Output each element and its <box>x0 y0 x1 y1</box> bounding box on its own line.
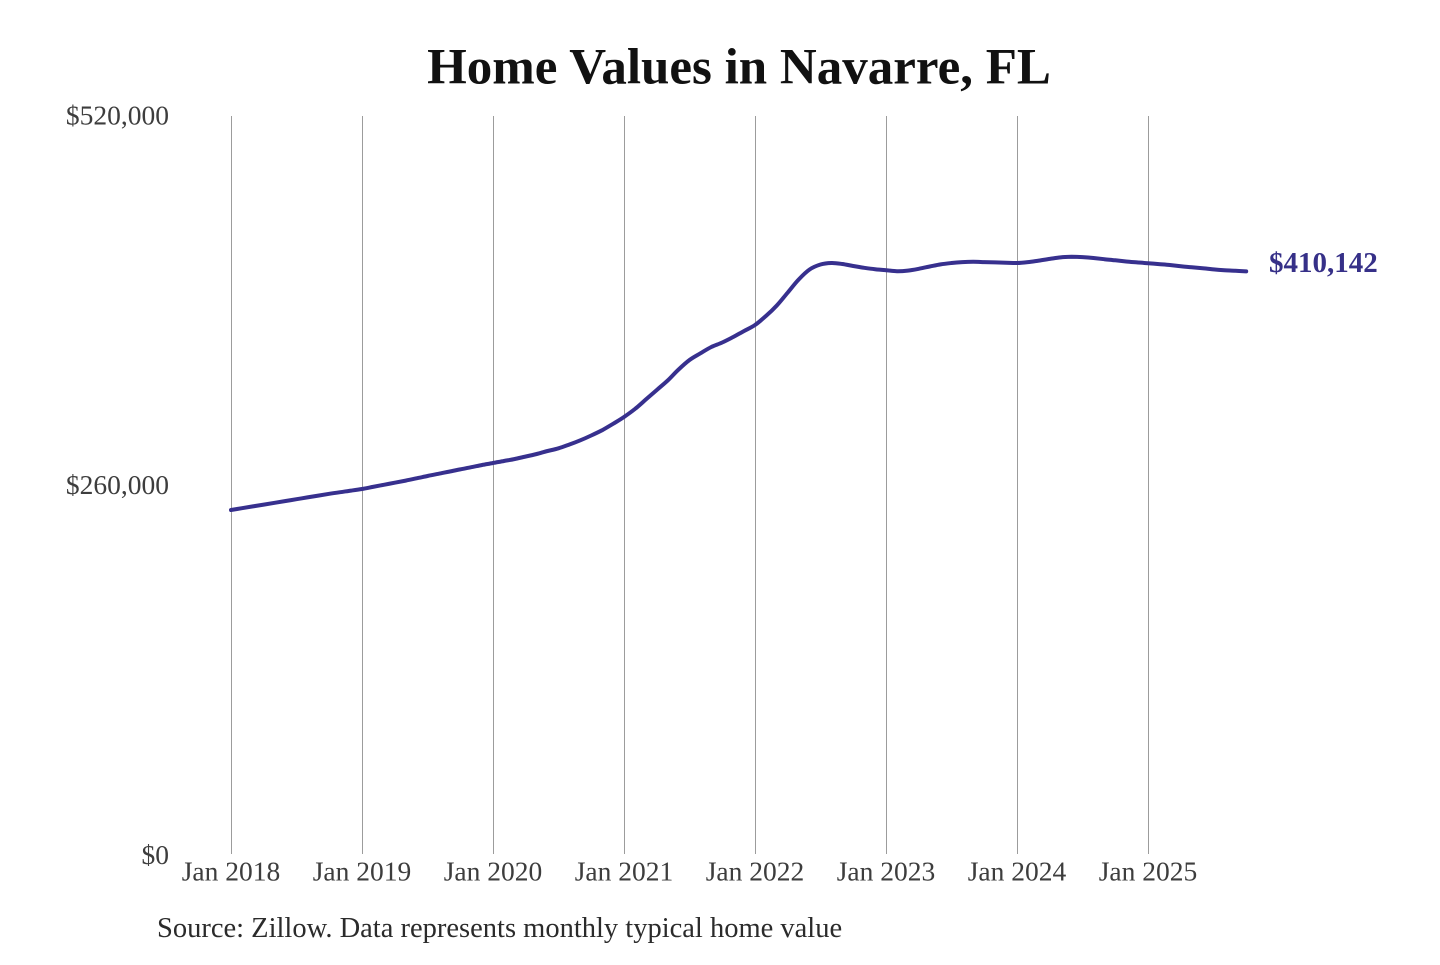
svg-text:Jan 2018: Jan 2018 <box>182 856 281 887</box>
svg-text:$0: $0 <box>142 839 170 870</box>
svg-text:Source: Zillow. Data represent: Source: Zillow. Data represents monthly … <box>157 913 842 944</box>
svg-text:Jan 2024: Jan 2024 <box>968 856 1067 887</box>
svg-text:Jan 2022: Jan 2022 <box>706 856 805 887</box>
svg-text:Jan 2023: Jan 2023 <box>837 856 936 887</box>
svg-text:Jan 2019: Jan 2019 <box>313 856 412 887</box>
svg-text:Jan 2021: Jan 2021 <box>575 856 674 887</box>
svg-text:$520,000: $520,000 <box>66 100 169 131</box>
svg-text:$410,142: $410,142 <box>1269 247 1378 279</box>
svg-text:Jan 2025: Jan 2025 <box>1099 856 1198 887</box>
svg-text:$260,000: $260,000 <box>66 469 169 500</box>
svg-text:Home Values in Navarre, FL: Home Values in Navarre, FL <box>427 40 1051 96</box>
svg-text:Jan 2020: Jan 2020 <box>444 856 543 887</box>
